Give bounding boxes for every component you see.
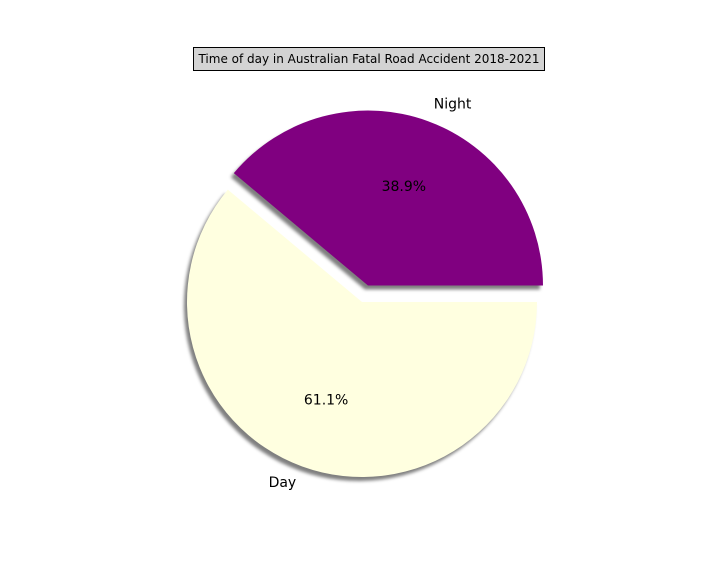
pie-slice-night	[233, 110, 543, 286]
chart-title: Time of day in Australian Fatal Road Acc…	[193, 47, 545, 71]
slice-percent-day: 61.1%	[304, 393, 348, 409]
slice-label-day: Day	[269, 475, 297, 491]
slice-percent-night: 38.9%	[382, 179, 426, 195]
pie-slice-day	[186, 189, 537, 478]
slice-layer	[186, 110, 543, 478]
slice-label-night: Night	[434, 97, 472, 113]
text-layer: Night 38.9% Day 61.1%	[269, 97, 472, 491]
